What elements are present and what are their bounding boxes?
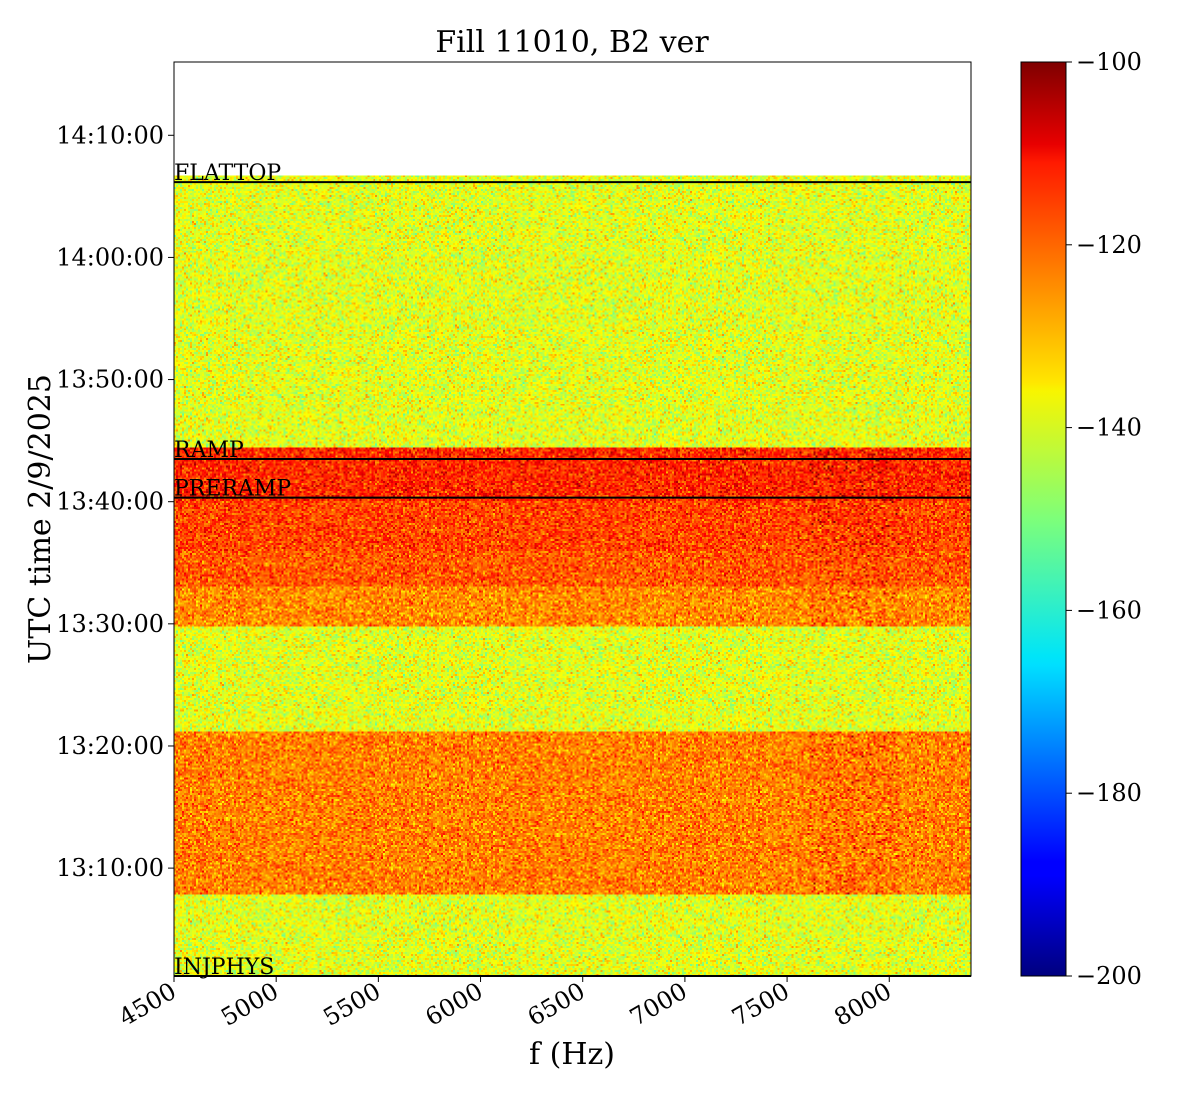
heatmap-area [174,62,971,976]
x-axis-label: f (Hz) [529,1037,615,1072]
y-tick-label: 14:00:00 [56,243,164,271]
marker-label: RAMP [174,438,244,463]
y-tick-label: 13:50:00 [56,366,164,394]
marker-label: PRERAMP [174,477,291,502]
y-axis-label: UTC time 2/9/2025 [23,374,58,664]
plot-frame [173,61,972,977]
y-tick-label: 13:30:00 [56,610,164,638]
colorbar-tick-label: −100 [1076,48,1142,76]
colorbar-tick-label: −140 [1076,414,1142,442]
x-tick-label: 4500 [114,977,181,1032]
marker-label: FLATTOP [174,161,281,186]
heatmap-image [174,62,971,976]
y-tick-label: 13:10:00 [56,854,164,882]
colorbar-tick-label: −180 [1076,779,1142,807]
colorbar-tick-label: −200 [1076,962,1142,990]
x-tick-label: 8000 [829,977,896,1032]
y-tick-label: 13:40:00 [56,488,164,516]
x-tick-label: 7500 [727,977,794,1032]
x-tick-label: 6000 [421,977,488,1032]
x-tick-label: 5500 [318,977,385,1032]
y-tick-label: 14:10:00 [56,121,164,149]
colorbar-tick-label: −160 [1076,596,1142,624]
y-tick-label: 13:20:00 [56,732,164,760]
x-tick-label: 7000 [625,977,692,1032]
x-tick-label: 6500 [523,977,590,1032]
chart-title: Fill 11010, B2 ver [435,25,709,60]
colorbar-tick-label: −120 [1076,231,1142,259]
x-tick-label: 5000 [216,977,283,1032]
colorbar [1020,61,1067,977]
